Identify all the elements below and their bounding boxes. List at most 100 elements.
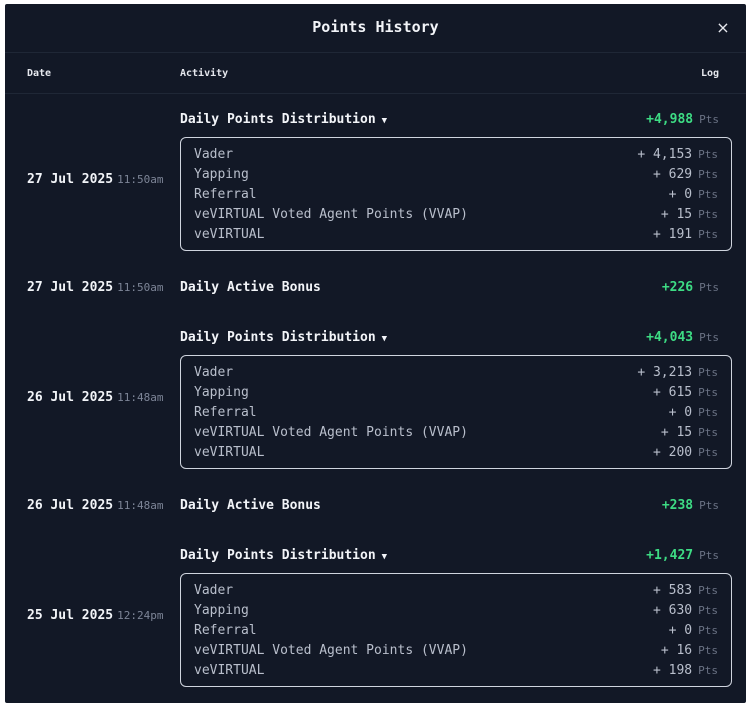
pts-unit: Pts	[698, 405, 718, 419]
breakdown-row: Vader + 3,213 Pts	[194, 362, 718, 382]
row-date-value: 26 Jul 2025	[27, 498, 114, 513]
activity-dropdown-toggle[interactable]: Daily Points Distribution ▼	[180, 548, 387, 563]
breakdown-label: Referral	[194, 186, 257, 202]
modal-title: Points History	[312, 18, 439, 36]
row-time: 12:24pm	[117, 609, 164, 622]
row-total-points: +4,043 Pts	[646, 330, 719, 345]
breakdown-label: veVIRTUAL	[194, 226, 265, 242]
breakdown-label: Yapping	[194, 602, 249, 618]
row-time: 11:50am	[117, 173, 164, 186]
breakdown-value: + 15	[660, 206, 693, 222]
pts-unit: Pts	[698, 227, 718, 241]
breakdown-label: veVIRTUAL Voted Agent Points (VVAP)	[194, 642, 468, 658]
breakdown-label: veVIRTUAL	[194, 662, 265, 678]
breakdown-row: Vader + 583 Pts	[194, 580, 718, 600]
row-date: 27 Jul 2025 11:50am	[27, 172, 163, 187]
row-date-value: 27 Jul 2025	[27, 280, 114, 295]
total-value: +226	[661, 280, 694, 295]
breakdown-value: + 629	[652, 166, 693, 182]
breakdown-row: veVIRTUAL + 191 Pts	[194, 224, 718, 244]
pts-unit: Pts	[699, 331, 719, 344]
pts-unit: Pts	[698, 207, 718, 221]
breakdown-value: + 630	[652, 602, 693, 618]
breakdown-row: Referral + 0 Pts	[194, 402, 718, 422]
breakdown-value-wrap: + 615 Pts	[653, 385, 718, 400]
breakdown-value: + 200	[652, 444, 693, 460]
pts-unit: Pts	[698, 603, 718, 617]
breakdown-label: veVIRTUAL	[194, 444, 265, 460]
total-value: +4,988	[646, 112, 694, 127]
row-total-points: +226 Pts	[662, 280, 719, 295]
points-breakdown-box: Vader + 4,153 Pts Yapping + 629 Pts Referral + …	[180, 137, 732, 251]
caret-down-icon: ▼	[381, 116, 388, 126]
pts-unit: Pts	[698, 425, 718, 439]
total-value: +1,427	[646, 548, 694, 563]
breakdown-row: veVIRTUAL Voted Agent Points (VVAP) + 15 P…	[194, 204, 718, 224]
breakdown-row: veVIRTUAL Voted Agent Points (VVAP) + 15 P…	[194, 422, 718, 442]
breakdown-row: Yapping + 630 Pts	[194, 600, 718, 620]
caret-down-icon: ▼	[381, 334, 388, 344]
breakdown-value-wrap: + 15 Pts	[661, 207, 718, 222]
breakdown-label: Yapping	[194, 166, 249, 182]
breakdown-value: + 3,213	[637, 364, 693, 380]
breakdown-label: Vader	[194, 364, 234, 380]
pts-unit: Pts	[699, 499, 719, 512]
breakdown-value: + 0	[668, 186, 693, 202]
breakdown-value-wrap: + 630 Pts	[653, 603, 718, 618]
row-total-points: +238 Pts	[662, 498, 719, 513]
breakdown-value-wrap: + 15 Pts	[661, 425, 718, 440]
row-date-value: 25 Jul 2025	[27, 608, 114, 623]
pts-unit: Pts	[698, 147, 718, 161]
breakdown-value-wrap: + 0 Pts	[669, 405, 718, 420]
breakdown-value: + 0	[668, 404, 693, 420]
row-total-points: +4,988 Pts	[646, 112, 719, 127]
breakdown-label: Referral	[194, 404, 257, 420]
pts-unit: Pts	[698, 365, 718, 379]
activity-label: Daily Points Distribution	[180, 548, 376, 563]
breakdown-row: Yapping + 615 Pts	[194, 382, 718, 402]
modal-header: Points History ×	[5, 4, 746, 53]
breakdown-label: Referral	[194, 622, 257, 638]
breakdown-row: veVIRTUAL Voted Agent Points (VVAP) + 16 P…	[194, 640, 718, 660]
pts-unit: Pts	[698, 643, 718, 657]
breakdown-value-wrap: + 4,153 Pts	[637, 147, 718, 162]
pts-unit: Pts	[698, 663, 718, 677]
breakdown-label: Yapping	[194, 384, 249, 400]
pts-unit: Pts	[699, 281, 719, 294]
breakdown-row: veVIRTUAL + 198 Pts	[194, 660, 718, 680]
breakdown-label: Vader	[194, 146, 234, 162]
breakdown-value: + 16	[660, 642, 693, 658]
total-value: +4,043	[646, 330, 694, 345]
breakdown-value-wrap: + 16 Pts	[661, 643, 718, 658]
activity-label: Daily Active Bonus	[180, 280, 321, 295]
activity-title: Daily Active Bonus	[180, 498, 321, 513]
pts-unit: Pts	[698, 583, 718, 597]
close-icon[interactable]: ×	[716, 17, 730, 37]
breakdown-value: + 191	[652, 226, 693, 242]
breakdown-row: Yapping + 629 Pts	[194, 164, 718, 184]
row-date-value: 26 Jul 2025	[27, 390, 114, 405]
breakdown-value: + 0	[668, 622, 693, 638]
breakdown-value: + 15	[660, 424, 693, 440]
total-value: +238	[661, 498, 694, 513]
breakdown-label: veVIRTUAL Voted Agent Points (VVAP)	[194, 424, 468, 440]
row-time: 11:48am	[117, 499, 164, 512]
row-date-value: 27 Jul 2025	[27, 172, 114, 187]
pts-unit: Pts	[698, 167, 718, 181]
caret-down-icon: ▼	[381, 552, 388, 562]
row-date: 26 Jul 2025 11:48am	[27, 390, 163, 405]
pts-unit: Pts	[698, 623, 718, 637]
activity-label: Daily Active Bonus	[180, 498, 321, 513]
activity-dropdown-toggle[interactable]: Daily Points Distribution ▼	[180, 330, 387, 345]
breakdown-label: veVIRTUAL Voted Agent Points (VVAP)	[194, 206, 468, 222]
activity-label: Daily Points Distribution	[180, 112, 376, 127]
column-header-activity: Activity	[180, 68, 229, 79]
pts-unit: Pts	[698, 385, 718, 399]
breakdown-row: Vader + 4,153 Pts	[194, 144, 718, 164]
breakdown-value-wrap: + 191 Pts	[653, 227, 718, 242]
breakdown-value: + 198	[652, 662, 693, 678]
activity-dropdown-toggle[interactable]: Daily Points Distribution ▼	[180, 112, 387, 127]
activity-title: Daily Active Bonus	[180, 280, 321, 295]
breakdown-value-wrap: + 200 Pts	[653, 445, 718, 460]
row-total-points: +1,427 Pts	[646, 548, 719, 563]
